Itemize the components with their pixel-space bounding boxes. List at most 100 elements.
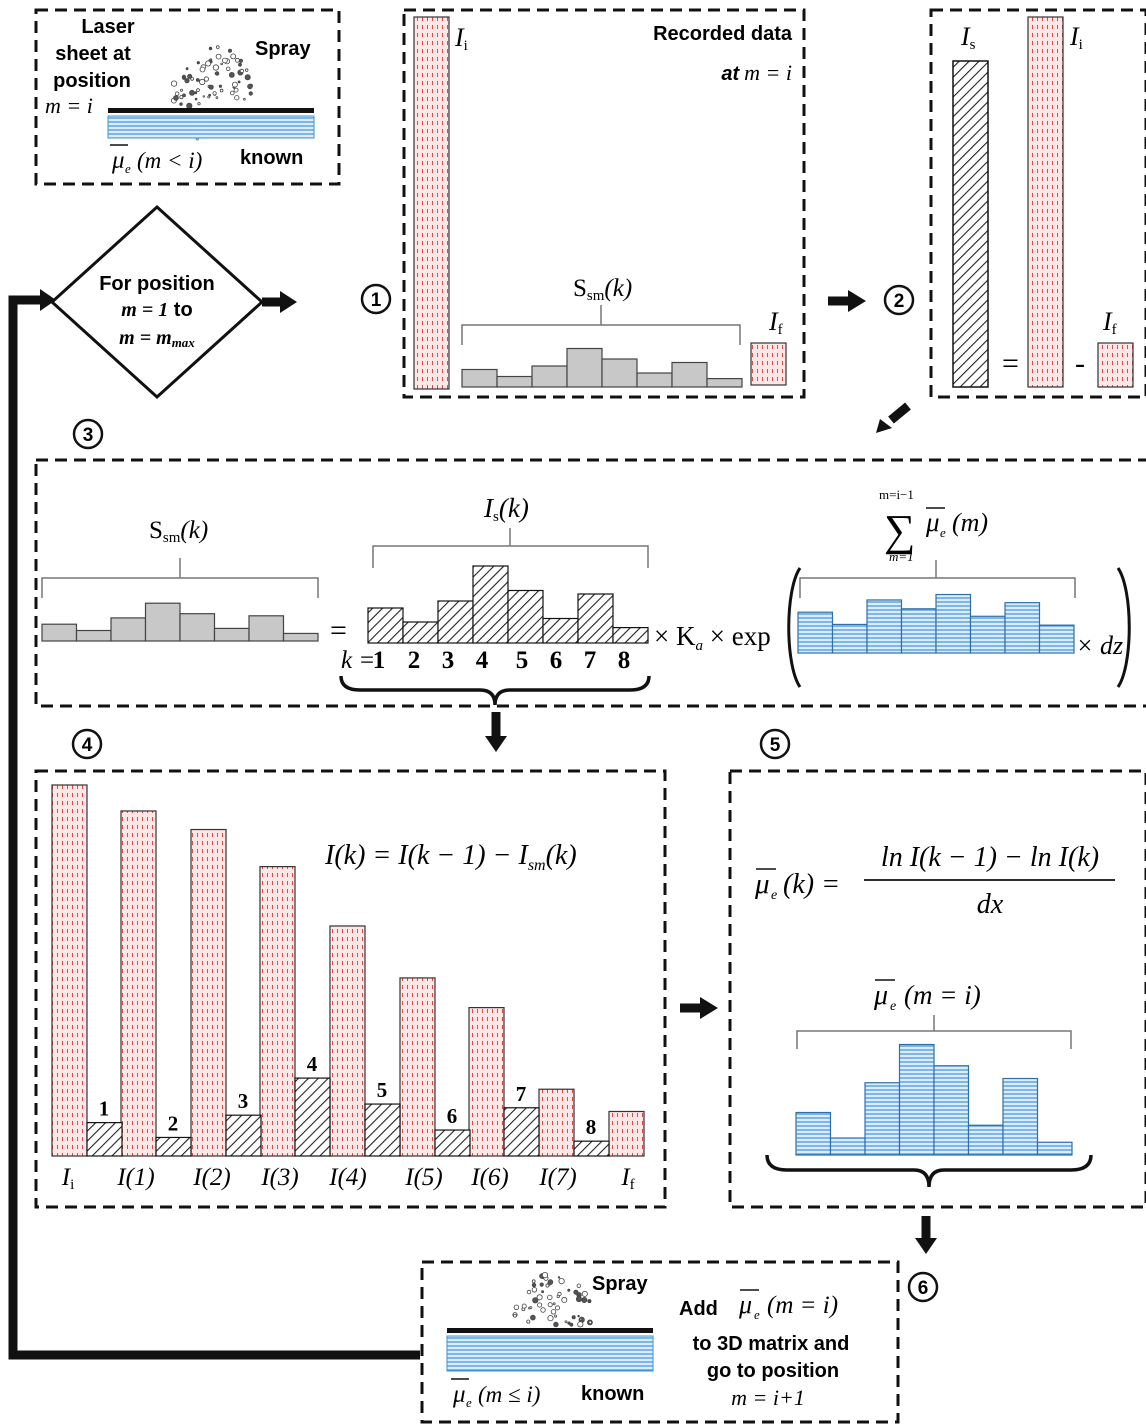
k-label-4: 4 bbox=[476, 647, 489, 674]
known-label: known bbox=[240, 147, 303, 169]
recorded-ssm-bar-1 bbox=[461, 368, 498, 388]
panel-initial-position: Laser sheet at position m = i Spray μ e … bbox=[34, 8, 341, 186]
mu-result-bars bbox=[795, 1043, 1073, 1156]
known-region-bar-2 bbox=[446, 1335, 654, 1372]
k-prefix: k = bbox=[341, 647, 375, 674]
equals-sign-3: = bbox=[330, 614, 347, 647]
label-If: If bbox=[768, 307, 783, 338]
is-bar-2 bbox=[402, 621, 439, 644]
mu-k: μ bbox=[754, 868, 770, 900]
mu-bar-4 bbox=[900, 608, 937, 654]
intensity-bar-2 bbox=[190, 828, 227, 1157]
diagonal-arrow-icon bbox=[876, 402, 911, 433]
intensity-label-2: I(2) bbox=[192, 1164, 230, 1191]
intensity-bars: 1 2 3 4 5 6 7 8 bbox=[51, 784, 645, 1157]
laser-sheet-line bbox=[108, 108, 314, 113]
attenuation-label-8: 8 bbox=[586, 1115, 597, 1139]
mu-bar-3 bbox=[866, 599, 903, 654]
sum-symbol: ∑ bbox=[884, 506, 915, 555]
sum-lower-limit: m=1 bbox=[889, 549, 914, 564]
laser-label-line2: sheet at bbox=[55, 43, 131, 65]
panel-recorded-data: Ii Recorded data at m = i Ssm(k) If bbox=[402, 8, 806, 399]
attenuation-label-2: 2 bbox=[168, 1111, 179, 1135]
svg-text:4: 4 bbox=[82, 735, 93, 756]
mu-k-lhs: (k) = bbox=[783, 869, 840, 900]
down-arrow-icon bbox=[485, 712, 507, 752]
intensity-bar-7 bbox=[538, 1088, 575, 1157]
recorded-ssm-bar-3 bbox=[531, 365, 568, 388]
intensity-bar-5 bbox=[399, 977, 436, 1157]
recorded-ssm-bar-6 bbox=[636, 372, 673, 388]
mu-bar-7 bbox=[1004, 602, 1041, 654]
recorded-data-title: Recorded data bbox=[653, 23, 793, 45]
step-markers: 1 2 3 4 5 6 bbox=[71, 283, 939, 1303]
attenuation-label-3: 3 bbox=[238, 1089, 249, 1113]
mu-add: μ bbox=[738, 1290, 752, 1319]
svg-text:2: 2 bbox=[894, 291, 905, 312]
k-label-1: 1 bbox=[373, 647, 386, 674]
svg-text:e: e bbox=[890, 999, 896, 1014]
equals-sign: = bbox=[1002, 347, 1019, 380]
panel-update-matrix: Spray μ e (m ≤ i) known Add μ e (m = i) … bbox=[420, 1260, 900, 1424]
mu-sum: μ bbox=[925, 507, 940, 537]
recorded-ssm-bars bbox=[461, 347, 743, 388]
label-Is: Is bbox=[960, 22, 976, 53]
decision-line1: For position bbox=[99, 273, 215, 295]
intensity-label-0: Ii bbox=[61, 1164, 75, 1193]
attenuation-bar-4 bbox=[294, 1077, 331, 1157]
spray-label-2: Spray bbox=[592, 1273, 648, 1295]
step-6-marker: 6 bbox=[907, 1271, 939, 1303]
mu-result-bar-4 bbox=[898, 1043, 935, 1156]
mu-result-bar-1 bbox=[795, 1111, 832, 1156]
right-arrow-icon-2 bbox=[680, 997, 718, 1019]
mu-result-bar-6 bbox=[967, 1124, 1004, 1156]
attenuation-label-4: 4 bbox=[307, 1052, 318, 1076]
laser-sheet-line-2 bbox=[447, 1328, 653, 1333]
panel-extinction-coefficient: μ e (k) = ln I(k − 1) − ln I(k) dx μ e (… bbox=[728, 769, 1146, 1209]
is-bar-3 bbox=[437, 600, 474, 644]
ssm-bar-8 bbox=[282, 632, 319, 642]
mu-result-bar-7 bbox=[1002, 1077, 1039, 1156]
known-region-bar bbox=[107, 115, 315, 139]
step-5-marker: 5 bbox=[759, 728, 791, 760]
k-label-2: 2 bbox=[408, 647, 421, 674]
intensity-label-7: I(7) bbox=[538, 1164, 576, 1191]
panel-subtraction: Is = Ii - If bbox=[929, 8, 1146, 399]
ln-numerator: ln I(k − 1) − ln I(k) bbox=[881, 842, 1099, 873]
intensity-bar-3 bbox=[259, 866, 296, 1157]
bar-Ii bbox=[413, 16, 450, 390]
svg-text:6: 6 bbox=[918, 1278, 929, 1299]
svg-text:e: e bbox=[754, 1307, 760, 1322]
recorded-ssm-bar-2 bbox=[496, 375, 533, 388]
attenuation-bar-6 bbox=[434, 1129, 471, 1157]
add-label: Add bbox=[679, 1298, 718, 1320]
laser-label-line1: Laser bbox=[81, 16, 135, 38]
k-label-6: 6 bbox=[550, 647, 563, 674]
mu-result-bar-8 bbox=[1036, 1141, 1073, 1156]
label-If-2: If bbox=[1102, 307, 1117, 338]
attenuation-bar-5 bbox=[364, 1103, 401, 1157]
attenuation-label-1: 1 bbox=[99, 1097, 110, 1121]
recorded-ssm-bar-7 bbox=[671, 361, 708, 388]
ssm-bar-5 bbox=[179, 613, 216, 642]
label-Ii-2: Ii bbox=[1069, 22, 1083, 53]
k-index-labels: k =1 2 3 4 5 6 7 8 bbox=[341, 647, 630, 674]
recorded-ssm-bar-4 bbox=[566, 347, 603, 388]
svg-text:e: e bbox=[940, 525, 946, 540]
brace-k bbox=[339, 675, 651, 706]
recorded-at-eq: at m = i bbox=[721, 60, 792, 85]
label-Ssm: Ssm(k) bbox=[573, 275, 632, 304]
intensity-bar-0 bbox=[51, 784, 88, 1157]
down-arrow-icon-2 bbox=[915, 1216, 937, 1254]
ssm-bar-6 bbox=[213, 627, 250, 642]
mu-condition: (m < i) bbox=[137, 148, 202, 173]
decision-line2: m = 1 to bbox=[121, 299, 192, 321]
panel-calibration-equation: Ssm(k) = Is(k) k =1 2 3 4 5 6 7 8 × Ka × exp m=… bbox=[34, 458, 1146, 708]
intensity-bar-6 bbox=[468, 1006, 505, 1157]
spray-droplets-icon-2 bbox=[512, 1272, 593, 1362]
ssm-bar-3 bbox=[110, 617, 147, 642]
sum-upper-limit: m=i−1 bbox=[879, 487, 914, 502]
svg-text:3: 3 bbox=[83, 425, 94, 446]
k-label-8: 8 bbox=[618, 647, 631, 674]
intensity-bar-labels: Ii I(1) I(2) I(3) I(4) I(5) I(6) I(7) If bbox=[61, 1164, 635, 1193]
